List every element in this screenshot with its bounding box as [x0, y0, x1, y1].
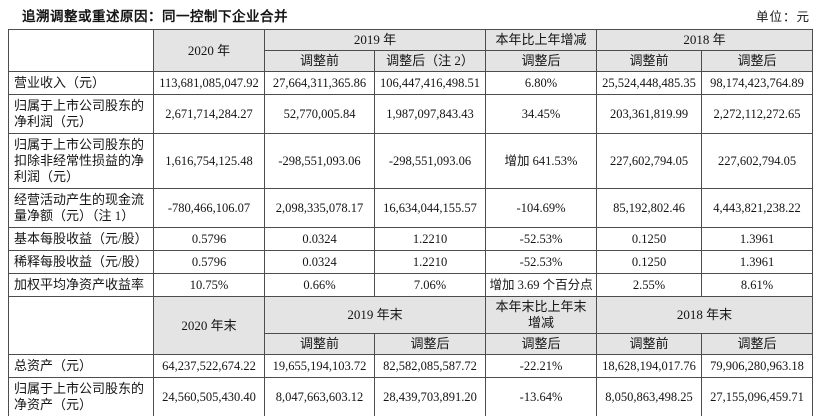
subheader-2019-after: 调整后（注 2） — [373, 50, 487, 72]
row-operating-cash-flow: 经营活动产生的现金流量净额（元）（注 1） -780,466,106.07 2,… — [8, 188, 814, 228]
cell-2020-value: 0.5796 — [153, 250, 265, 274]
row-revenue: 营业收入（元） 113,681,085,047.92 27,664,311,36… — [8, 71, 814, 95]
cell-2018-before: 2.55% — [596, 273, 703, 297]
subheader-endchange-after: 调整后 — [485, 333, 598, 355]
cell-2018-after: 27,155,096,459.71 — [701, 377, 814, 416]
header-row-annual-years: 2020 年 2019 年 本年比上年增减 2018 年 — [8, 29, 814, 72]
cell-change: -52.53% — [485, 250, 598, 274]
header-row-yearend-years: 2020 年末 2019 年末 本年末比上年末增减 2018 年末 — [8, 296, 814, 355]
col-header-2019: 2019 年 — [263, 29, 487, 51]
row-total-assets: 总资产（元） 64,237,522,674.22 19,655,194,103.… — [8, 354, 814, 378]
subheader-2018-before: 调整前 — [596, 50, 703, 72]
cell-change: -52.53% — [485, 227, 598, 251]
subheader-2018end-before: 调整前 — [596, 333, 703, 355]
row-label: 经营活动产生的现金流量净额（元）（注 1） — [8, 188, 154, 228]
cell-2019-after: -298,551,093.06 — [373, 133, 487, 189]
cell-2018-before: 0.1250 — [596, 227, 703, 251]
col-header-2020: 2020 年 — [153, 29, 265, 72]
cell-change: 增加 641.53% — [485, 133, 598, 189]
cell-2018-after: 227,602,794.05 — [701, 133, 814, 189]
cell-2019-before: 19,655,194,103.72 — [264, 354, 375, 378]
cell-2018-after: 8.61% — [701, 273, 814, 297]
col-header-2020-end: 2020 年末 — [153, 296, 265, 355]
row-diluted-eps: 稀释每股收益（元/股） 0.5796 0.0324 1.2210 -52.53%… — [8, 250, 814, 274]
row-net-profit-excl-nonrecurring: 归属于上市公司股东的扣除非经常性损益的净利润（元） 1,616,754,125.… — [8, 133, 814, 189]
cell-2019-after: 106,447,416,498.51 — [373, 71, 487, 95]
subheader-2019end-before: 调整前 — [264, 333, 375, 355]
cell-2020-value: 10.75% — [153, 273, 265, 297]
top-bar: 追溯调整或重述原因：同一控制下企业合并 单位：元 — [0, 0, 820, 29]
row-net-profit: 归属于上市公司股东的净利润（元） 2,671,714,284.27 52,770… — [8, 94, 814, 134]
cell-change: 增加 3.69 个百分点 — [485, 273, 598, 297]
cell-2019-before: -298,551,093.06 — [264, 133, 375, 189]
row-label: 营业收入（元） — [8, 71, 154, 95]
cell-2019-before: 0.0324 — [264, 227, 375, 251]
cell-2018-before: 8,050,863,498.25 — [596, 377, 703, 416]
cell-2018-before: 18,628,194,017.76 — [596, 354, 703, 378]
cell-change: -104.69% — [485, 188, 598, 228]
cell-2018-after: 98,174,423,764.89 — [701, 71, 814, 95]
cell-2019-after: 1,987,097,843.43 — [373, 94, 487, 134]
cell-2018-before: 203,361,819.99 — [596, 94, 703, 134]
cell-2020-value: 0.5796 — [153, 227, 265, 251]
row-label: 稀释每股收益（元/股） — [8, 250, 154, 274]
cell-2019-before: 52,770,005.84 — [264, 94, 375, 134]
header-row-annual-sub: 调整前 调整后（注 2） 调整后 调整前 调整后 — [9, 50, 814, 72]
cell-2018-after: 2,272,112,272.65 — [701, 94, 814, 134]
row-net-assets: 归属于上市公司股东的净资产（元） 24,560,505,430.40 8,047… — [8, 377, 814, 416]
cell-2020-value: -780,466,106.07 — [153, 188, 265, 228]
row-basic-eps: 基本每股收益（元/股） 0.5796 0.0324 1.2210 -52.53%… — [8, 227, 814, 251]
subheader-2019-before: 调整前 — [264, 50, 375, 72]
cell-2019-after: 1.2210 — [373, 250, 487, 274]
col-header-2019-end: 2019 年末 — [263, 296, 487, 334]
cell-2018-after: 1.3961 — [701, 227, 814, 251]
cell-2019-before: 0.0324 — [264, 250, 375, 274]
col-header-2018-end: 2018 年末 — [596, 296, 814, 334]
cell-change: 34.45% — [485, 94, 598, 134]
cell-2019-before: 0.66% — [264, 273, 375, 297]
cell-2019-after: 16,634,044,155.57 — [373, 188, 487, 228]
cell-2019-before: 8,047,663,603.12 — [264, 377, 375, 416]
cell-2018-after: 4,443,821,238.22 — [701, 188, 814, 228]
subheader-2019end-after: 调整后 — [373, 333, 487, 355]
subheader-2018-after: 调整后 — [701, 50, 814, 72]
cell-2019-before: 27,664,311,365.86 — [264, 71, 375, 95]
cell-2018-before: 0.1250 — [596, 250, 703, 274]
cell-2020-value: 113,681,085,047.92 — [153, 71, 265, 95]
cell-2018-after: 79,906,280,963.18 — [701, 354, 814, 378]
row-label: 加权平均净资产收益率 — [8, 273, 154, 297]
cell-2019-after: 28,439,703,891.20 — [373, 377, 487, 416]
cell-2020-value: 24,560,505,430.40 — [153, 377, 265, 416]
subheader-2018end-after: 调整后 — [701, 333, 814, 355]
cell-2019-after: 1.2210 — [373, 227, 487, 251]
report-title: 追溯调整或重述原因：同一控制下企业合并 — [22, 9, 288, 24]
cell-2018-before: 85,192,802.46 — [596, 188, 703, 228]
col-header-yearend-change: 本年末比上年末增减 — [485, 296, 598, 334]
cell-2019-before: 2,098,335,078.17 — [264, 188, 375, 228]
row-weighted-avg-roe: 加权平均净资产收益率 10.75% 0.66% 7.06% 增加 3.69 个百… — [8, 273, 814, 297]
corner-empty-cell — [8, 296, 154, 355]
unit-label: 单位：元 — [755, 10, 810, 24]
row-label: 归属于上市公司股东的净资产（元） — [8, 377, 154, 416]
cell-change: -22.21% — [485, 354, 598, 378]
subheader-change-after: 调整后 — [485, 50, 598, 72]
cell-2019-after: 82,582,085,587.72 — [373, 354, 487, 378]
cell-2018-before: 227,602,794.05 — [596, 133, 703, 189]
corner-empty-cell — [8, 29, 154, 72]
row-label: 基本每股收益（元/股） — [8, 227, 154, 251]
col-header-yoy-change: 本年比上年增减 — [485, 29, 598, 51]
cell-2020-value: 64,237,522,674.22 — [153, 354, 265, 378]
row-label: 归属于上市公司股东的扣除非经常性损益的净利润（元） — [8, 133, 154, 189]
cell-change: -13.64% — [485, 377, 598, 416]
row-label: 归属于上市公司股东的净利润（元） — [8, 94, 154, 134]
financial-summary-table: 2020 年 2019 年 本年比上年增减 2018 年 调整前 调整后（注 2… — [8, 29, 814, 416]
cell-2018-before: 25,524,448,485.35 — [596, 71, 703, 95]
cell-2020-value: 1,616,754,125.48 — [153, 133, 265, 189]
cell-change: 6.80% — [485, 71, 598, 95]
col-header-2018: 2018 年 — [596, 29, 814, 51]
cell-2019-after: 7.06% — [373, 273, 487, 297]
cell-2018-after: 1.3961 — [701, 250, 814, 274]
row-label: 总资产（元） — [8, 354, 154, 378]
cell-2020-value: 2,671,714,284.27 — [153, 94, 265, 134]
